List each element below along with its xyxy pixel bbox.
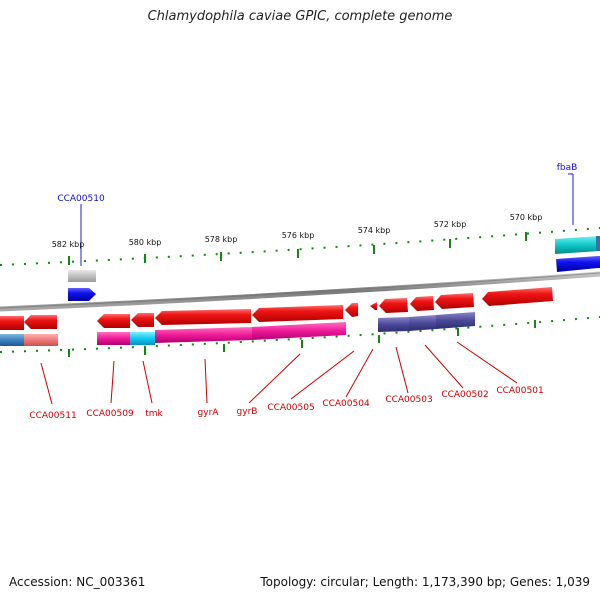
forward-strand-genes bbox=[68, 236, 600, 301]
cog-box-CCA00511-b bbox=[24, 334, 58, 346]
gene-labels-bottom: CCA00511 CCA00509 tmk gyrA gyrB CCA00505… bbox=[29, 386, 543, 421]
gene-label-CCA00501[interactable]: CCA00501 bbox=[496, 386, 543, 396]
genome-backbone-highlight bbox=[0, 272, 600, 309]
leader-CCA00505 bbox=[290, 350, 355, 400]
accession-text: Accession: NC_003361 bbox=[9, 575, 146, 589]
gene-label-gyrB[interactable]: gyrB bbox=[237, 407, 258, 417]
reverse-strand-cog-boxes bbox=[0, 312, 475, 346]
gene-label-tmk[interactable]: tmk bbox=[145, 409, 163, 419]
cog-box-CCA00503 bbox=[378, 317, 409, 332]
gene-CCA00503-arrow[interactable] bbox=[379, 298, 408, 313]
gene-gyrA-arrow[interactable] bbox=[155, 309, 251, 325]
outer-scale-ring bbox=[0, 227, 600, 266]
cog-box-tmk bbox=[130, 332, 155, 345]
gene-CCA00509-arrow[interactable] bbox=[97, 314, 130, 328]
gene-tmk-arrow[interactable] bbox=[131, 313, 154, 327]
cog-box-CCA00501 bbox=[436, 312, 475, 329]
gene-CCA00504-arrow[interactable] bbox=[370, 302, 377, 310]
cog-box-CCA00511-a bbox=[0, 334, 24, 346]
scale-label-572: 572 kbp bbox=[434, 220, 467, 229]
leader-CCA00511 bbox=[40, 362, 53, 405]
cog-box-CCA00509 bbox=[97, 332, 130, 345]
gene-label-fbaB[interactable]: fbaB bbox=[557, 163, 578, 173]
inner-ring-major-ticks bbox=[68, 320, 536, 357]
cog-box-gyrB bbox=[252, 322, 346, 340]
leader-CCA00501 bbox=[456, 341, 518, 384]
gene-label-CCA00510[interactable]: CCA00510 bbox=[57, 194, 105, 204]
gene-CCA00501-arrow-a[interactable] bbox=[435, 293, 474, 309]
scale-label-580: 580 kbp bbox=[129, 238, 162, 247]
gene-CCA00511-arrow-b[interactable] bbox=[24, 315, 57, 329]
kbp-scale-labels: 582 kbp 580 kbp 578 kbp 576 kbp 574 kbp … bbox=[52, 213, 543, 249]
leader-gyrB bbox=[248, 353, 301, 404]
gene-label-CCA00509[interactable]: CCA00509 bbox=[86, 409, 134, 419]
leader-gyrA bbox=[204, 358, 208, 404]
gene-gyrB-arrow[interactable] bbox=[252, 305, 343, 322]
gene-label-CCA00504[interactable]: CCA00504 bbox=[322, 399, 370, 409]
cog-box-CCA00502 bbox=[409, 315, 436, 331]
leader-CCA00503 bbox=[395, 346, 409, 394]
gene-CCA00510-arrow[interactable] bbox=[68, 288, 96, 301]
gene-fbaB-arrow[interactable] bbox=[556, 256, 600, 272]
gene-CCA00510-cog-box bbox=[68, 270, 96, 282]
leader-CCA00509 bbox=[110, 360, 115, 404]
gene-fbaB-cog-box-edge bbox=[596, 236, 600, 251]
reverse-strand-genes bbox=[0, 287, 553, 330]
scale-label-570: 570 kbp bbox=[510, 213, 543, 222]
kbp-major-ticks bbox=[68, 232, 527, 265]
leader-tmk bbox=[142, 360, 153, 404]
gene-CCA00501-arrow-b[interactable] bbox=[482, 287, 553, 306]
genome-backbone bbox=[0, 271, 600, 312]
gene-label-gyrA[interactable]: gyrA bbox=[198, 408, 220, 418]
leader-CCA00502 bbox=[424, 344, 464, 389]
gene-label-CCA00502[interactable]: CCA00502 bbox=[441, 390, 488, 400]
gene-CCA00511-arrow-a[interactable] bbox=[0, 316, 24, 330]
scale-label-582: 582 kbp bbox=[52, 240, 85, 249]
gene-fbaB-cog-box bbox=[555, 236, 600, 254]
leader-CCA00504 bbox=[345, 348, 374, 398]
scale-label-576: 576 kbp bbox=[282, 231, 315, 240]
scale-label-574: 574 kbp bbox=[358, 226, 391, 235]
gene-label-CCA00505[interactable]: CCA00505 bbox=[267, 403, 314, 413]
gene-CCA00502-arrow[interactable] bbox=[410, 296, 434, 311]
scale-label-578: 578 kbp bbox=[205, 235, 238, 244]
cog-box-gyrA bbox=[155, 327, 252, 343]
inner-scale-ring bbox=[0, 316, 600, 353]
gene-labels-top: CCA00510 fbaB bbox=[57, 163, 577, 204]
gene-label-CCA00503[interactable]: CCA00503 bbox=[385, 395, 432, 405]
gene-CCA00505-arrow[interactable] bbox=[345, 303, 358, 317]
map-title: Chlamydophila caviae GPIC, complete geno… bbox=[147, 9, 453, 24]
genome-stats-text: Topology: circular; Length: 1,173,390 bp… bbox=[260, 575, 590, 589]
label-leader-lines bbox=[40, 173, 574, 405]
gene-label-CCA00511[interactable]: CCA00511 bbox=[29, 411, 76, 421]
